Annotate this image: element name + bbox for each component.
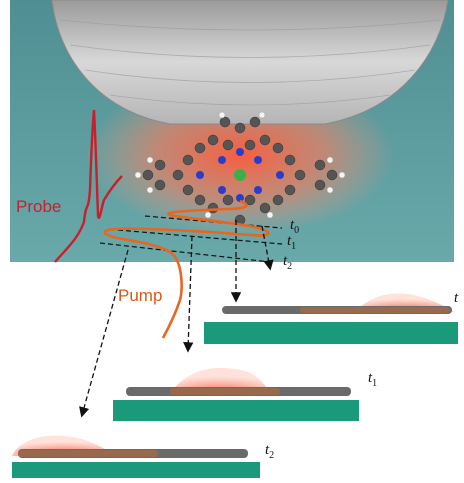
arrow-t1 <box>183 235 194 353</box>
panel-t0 <box>204 293 458 344</box>
panel-t2 <box>12 435 260 478</box>
pump-label: Pump <box>118 286 163 305</box>
panel-t0-label: t <box>454 290 459 306</box>
t1-label: t1 <box>287 233 297 252</box>
pump-pulse-icon <box>103 199 270 339</box>
substrate <box>204 322 458 344</box>
substrate <box>113 400 359 421</box>
stm-tip-icon <box>51 0 449 125</box>
panel-t1-label: t1 <box>368 370 378 389</box>
t2-label: t2 <box>283 253 293 272</box>
t0-label: t0 <box>290 217 300 236</box>
probe-pulse-icon <box>54 109 123 263</box>
arrow-t2 <box>79 249 129 418</box>
panel-t2-label: t2 <box>265 442 275 461</box>
molecule-icon <box>134 111 346 226</box>
substrate <box>12 462 260 478</box>
probe-label: Probe <box>16 197 62 216</box>
panel-t1 <box>113 367 359 421</box>
arrow-t-axis <box>261 225 274 271</box>
